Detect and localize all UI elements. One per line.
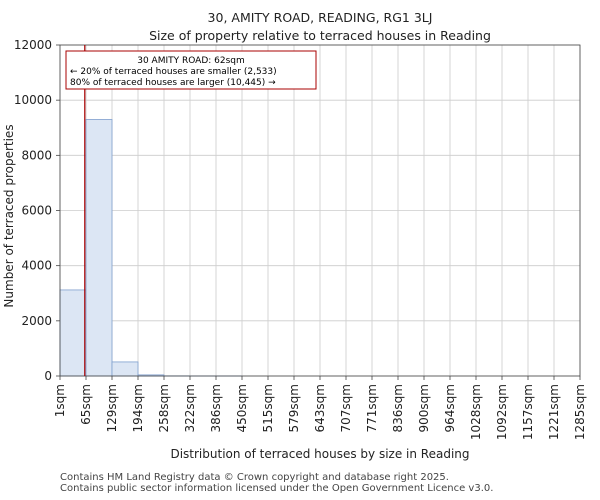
x-tick-label: 450sqm xyxy=(235,384,249,432)
y-axis-label: Number of terraced properties xyxy=(2,124,16,307)
plot-frame xyxy=(59,44,581,377)
x-tick-label: 258sqm xyxy=(157,384,171,432)
bar xyxy=(59,289,87,377)
x-tick-label: 515sqm xyxy=(261,384,275,432)
x-tick-label: 1028sqm xyxy=(469,384,483,440)
annotation-frame xyxy=(65,50,317,90)
y-tick-label: 8000 xyxy=(21,148,52,162)
x-tick-label: 771sqm xyxy=(365,384,379,432)
x-tick-label: 643sqm xyxy=(313,384,327,432)
x-tick-label: 836sqm xyxy=(391,384,405,432)
x-axis-ticks: 1sqm 65sqm 129sqm 194sqm 258sqm 322sqm 386sqm 4… xyxy=(53,376,587,440)
y-tick-label: 0 xyxy=(44,369,52,383)
y-tick-label: 10000 xyxy=(14,93,52,107)
bar xyxy=(111,361,139,377)
x-tick-label: 322sqm xyxy=(183,384,197,432)
y-tick-label: 6000 xyxy=(21,204,52,218)
x-tick-label: 1285sqm xyxy=(573,384,587,440)
footer: Contains HM Land Registry data © Crown c… xyxy=(60,472,493,494)
x-tick-label: 707sqm xyxy=(339,384,353,432)
bar xyxy=(85,119,113,377)
x-tick-label: 65sqm xyxy=(79,384,93,425)
footer-line-2: Contains public sector information licen… xyxy=(60,483,494,494)
x-tick-label: 964sqm xyxy=(443,384,457,432)
x-tick-label: 129sqm xyxy=(105,384,119,432)
annotation-line-1: 30 AMITY ROAD: 62sqm xyxy=(137,56,245,66)
chart-title: 30, AMITY ROAD, READING, RG1 3LJ xyxy=(208,10,433,25)
x-tick-label: 1sqm xyxy=(53,384,67,417)
x-tick-label: 194sqm xyxy=(131,384,145,432)
x-tick-label: 1221sqm xyxy=(547,384,561,440)
footer-line-1: Contains HM Land Registry data © Crown c… xyxy=(60,472,449,483)
x-tick-label: 579sqm xyxy=(287,384,301,432)
y-tick-label: 2000 xyxy=(21,314,52,328)
x-tick-label: 900sqm xyxy=(417,384,431,432)
chart-subtitle: Size of property relative to terraced ho… xyxy=(149,28,491,43)
x-tick-label: 386sqm xyxy=(209,384,223,432)
grid-lines xyxy=(59,44,581,377)
y-tick-label: 12000 xyxy=(14,38,52,52)
y-axis-ticks: 0 2000 4000 6000 8000 10000 12000 xyxy=(14,38,60,383)
bars xyxy=(59,119,243,377)
y-tick-label: 4000 xyxy=(21,259,52,273)
x-tick-label: 1157sqm xyxy=(521,384,535,440)
annotation-box: 30 AMITY ROAD: 62sqm ← 20% of terraced h… xyxy=(65,50,317,90)
annotation-line-3: 80% of terraced houses are larger (10,44… xyxy=(70,78,276,88)
x-axis-label: Distribution of terraced houses by size … xyxy=(170,447,469,461)
annotation-line-2: ← 20% of terraced houses are smaller (2,… xyxy=(70,67,277,77)
x-tick-label: 1092sqm xyxy=(495,384,509,440)
